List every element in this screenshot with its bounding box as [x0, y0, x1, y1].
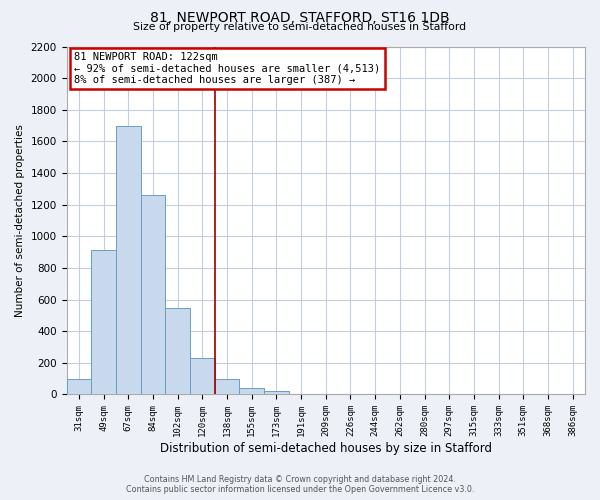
Text: 81, NEWPORT ROAD, STAFFORD, ST16 1DB: 81, NEWPORT ROAD, STAFFORD, ST16 1DB	[150, 11, 450, 25]
Bar	[140, 195, 165, 394]
Bar	[264, 392, 289, 394]
Bar	[215, 378, 239, 394]
X-axis label: Distribution of semi-detached houses by size in Stafford: Distribution of semi-detached houses by …	[160, 442, 492, 455]
Bar	[67, 380, 91, 394]
Bar	[116, 126, 140, 394]
Bar	[165, 308, 190, 394]
Text: Contains HM Land Registry data © Crown copyright and database right 2024.
Contai: Contains HM Land Registry data © Crown c…	[126, 474, 474, 494]
Y-axis label: Number of semi-detached properties: Number of semi-detached properties	[15, 124, 25, 317]
Bar	[190, 358, 215, 395]
Bar	[239, 388, 264, 394]
Text: Size of property relative to semi-detached houses in Stafford: Size of property relative to semi-detach…	[133, 22, 467, 32]
Text: 81 NEWPORT ROAD: 122sqm
← 92% of semi-detached houses are smaller (4,513)
8% of : 81 NEWPORT ROAD: 122sqm ← 92% of semi-de…	[74, 52, 380, 85]
Bar	[91, 250, 116, 394]
